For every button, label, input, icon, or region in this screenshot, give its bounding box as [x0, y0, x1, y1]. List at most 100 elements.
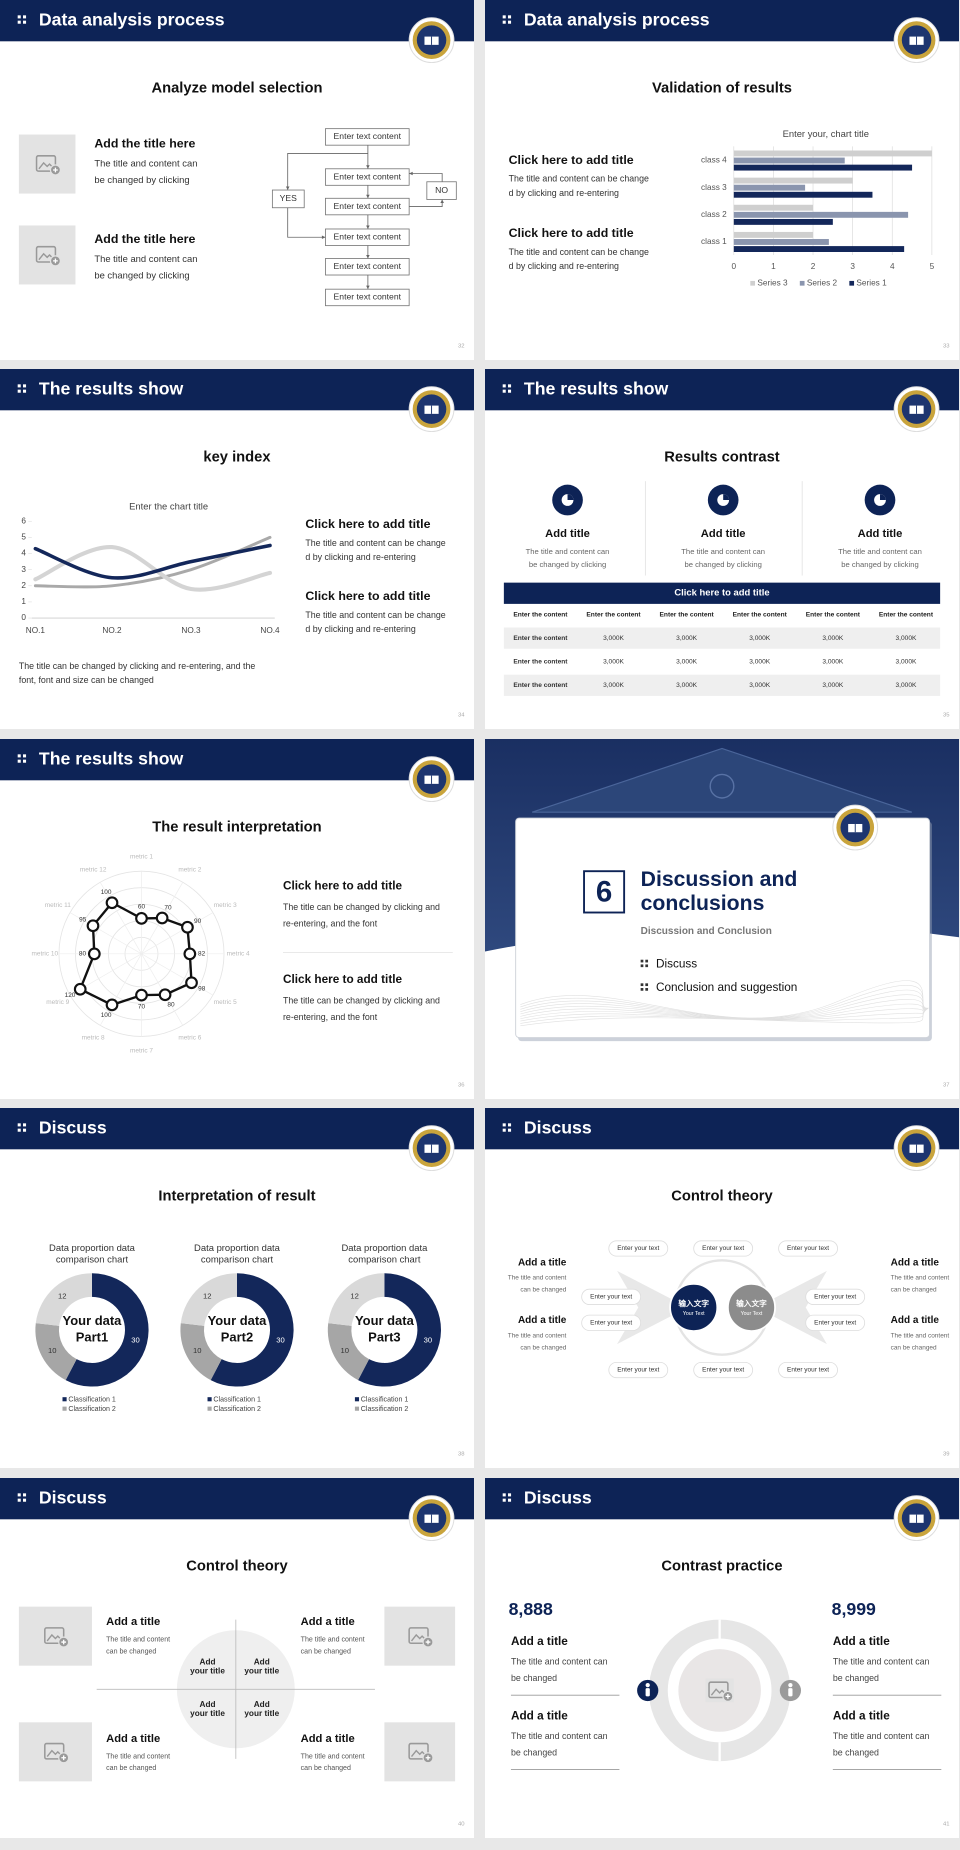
body-text: The title and content can be change — [305, 538, 445, 548]
image-icon — [410, 1633, 428, 1642]
image-icon — [408, 1742, 429, 1760]
data-label: 10 — [48, 1346, 57, 1355]
image-icon — [708, 1681, 729, 1699]
slide-title: key index — [203, 449, 271, 465]
image-icon — [44, 1742, 65, 1760]
category-label: class 1 — [701, 237, 727, 246]
item-title: Add a title — [106, 1733, 160, 1745]
pill — [581, 1314, 642, 1331]
image-icon — [53, 167, 58, 173]
bullet-dot — [17, 1493, 21, 1497]
bullet-text: Discuss — [656, 958, 697, 971]
bullet-dot — [22, 389, 27, 393]
pill-text: Enter your text — [702, 1367, 744, 1374]
slide-title: Control theory — [186, 1558, 288, 1574]
pill-text: Enter your text — [617, 1367, 659, 1374]
building-window — [709, 773, 735, 799]
image-icon — [408, 1627, 429, 1645]
header-title: The results show — [524, 378, 669, 398]
pill — [693, 1240, 754, 1257]
bullet-dot — [17, 384, 21, 388]
connector — [409, 173, 443, 182]
legend-swatch — [354, 1397, 360, 1402]
row-band — [503, 674, 941, 696]
body-text: The title and content — [508, 1333, 567, 1340]
slide: Discuss Interpretation of result Data prop… — [0, 1108, 474, 1468]
item-title: Add title — [858, 528, 903, 540]
flow-box — [325, 258, 410, 276]
slide: The results show Results contrast Add titl… — [485, 369, 959, 729]
item-title: Add a title — [301, 1733, 355, 1745]
center-label: Part3 — [368, 1330, 400, 1345]
bar — [733, 191, 873, 198]
table-cell: 3,000K — [749, 658, 770, 665]
radar-point — [155, 911, 169, 925]
chart-title: Enter the chart title — [129, 501, 208, 512]
donut-slice — [358, 1273, 441, 1387]
chart-title: comparison chart — [348, 1254, 421, 1265]
bullet-dot — [645, 964, 649, 968]
table-cell: 3,000K — [749, 682, 770, 689]
item-title: Add title — [545, 528, 590, 540]
y-tick-label: 6 — [21, 516, 26, 525]
header-bar — [0, 1478, 474, 1520]
pill-text: Enter your text — [617, 1245, 659, 1252]
axis-label: metric 6 — [178, 1034, 201, 1041]
header-title: Discuss — [524, 1487, 592, 1507]
body-text: be changed by clicking — [529, 560, 606, 569]
page-number: 35 — [943, 712, 950, 718]
radar-point — [87, 947, 101, 961]
radar-spoke — [69, 912, 142, 955]
center-label: Your data — [355, 1313, 415, 1328]
table-cell: 3,000K — [676, 658, 697, 665]
x-tick-label: 3 — [850, 262, 855, 271]
page-number: 38 — [458, 1451, 465, 1457]
body-text: be changed by clicking — [684, 560, 761, 569]
radar-spoke — [141, 953, 214, 996]
person-icon — [645, 1688, 650, 1697]
pill — [778, 1240, 838, 1257]
body-text: be changed by clicking — [94, 270, 189, 281]
data-label: 98 — [198, 985, 206, 992]
bullet-dot — [507, 384, 512, 388]
image-placeholder — [384, 1606, 456, 1666]
image-icon — [38, 252, 55, 261]
image-icon — [53, 258, 58, 264]
slide: The results show The result interpretatio… — [0, 739, 474, 1099]
page-number: 40 — [458, 1821, 465, 1827]
header-title: Data analysis process — [524, 9, 710, 29]
legend-label: Series 3 — [757, 278, 788, 287]
item-title: Add the title here — [94, 136, 195, 150]
legend-swatch — [62, 1397, 67, 1402]
image-icon — [61, 1639, 67, 1645]
bullet-dot — [22, 1493, 27, 1497]
pill-text: Enter your text — [814, 1294, 856, 1301]
bullet-dot — [502, 1128, 506, 1132]
image-icon — [46, 1749, 63, 1758]
y-tick-label: 4 — [21, 549, 26, 558]
wave-decoration — [520, 1007, 929, 1027]
body-text: d by clicking and re-entering — [305, 624, 415, 634]
axis-label: metric 3 — [214, 902, 237, 909]
header-title: Discuss — [39, 1117, 107, 1137]
chart-title: Enter your, chart title — [783, 128, 869, 139]
flow-box — [325, 128, 410, 146]
column-header: Enter the content — [879, 611, 934, 618]
data-label: 90 — [194, 918, 202, 925]
table-cell: Enter the content — [513, 658, 568, 665]
body-text: The title and content can — [511, 1656, 608, 1666]
data-label: 80 — [167, 1002, 175, 1009]
icon — [723, 494, 730, 501]
data-label: 30 — [276, 1336, 285, 1345]
legend-label: Classification 2 — [213, 1406, 261, 1413]
chart-title: Data proportion data — [194, 1242, 281, 1253]
bar — [733, 246, 905, 252]
image-icon — [410, 1749, 428, 1758]
bullet-dot — [502, 1493, 506, 1497]
icon — [880, 494, 886, 501]
image-icon — [38, 161, 55, 170]
image-icon — [35, 245, 57, 263]
bullet-dot — [640, 983, 644, 987]
table-cell: 3,000K — [895, 682, 916, 689]
